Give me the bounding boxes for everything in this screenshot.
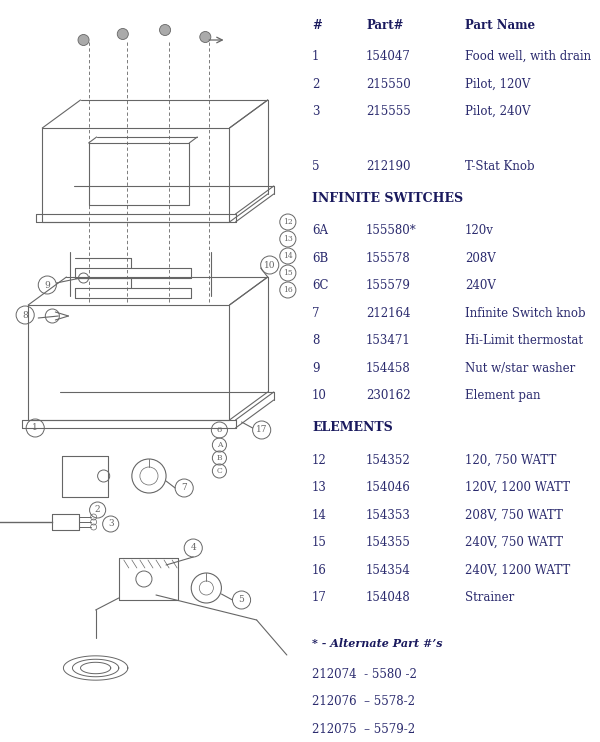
Text: 155580*: 155580* xyxy=(366,225,417,237)
Circle shape xyxy=(117,28,128,39)
Text: Infinite Switch knob: Infinite Switch knob xyxy=(465,307,586,320)
Text: B: B xyxy=(217,454,222,462)
Text: 6C: 6C xyxy=(312,280,329,292)
Text: 208V: 208V xyxy=(465,252,496,265)
Text: 2: 2 xyxy=(312,78,319,91)
Text: 4: 4 xyxy=(190,543,196,553)
Circle shape xyxy=(160,24,170,36)
Text: Part#: Part# xyxy=(366,19,403,32)
Text: 14: 14 xyxy=(283,252,293,260)
Circle shape xyxy=(78,34,89,45)
Text: 6: 6 xyxy=(217,426,222,434)
Text: 154353: 154353 xyxy=(366,508,411,522)
Text: 154354: 154354 xyxy=(366,563,411,577)
Text: 10: 10 xyxy=(312,390,327,402)
Text: 5: 5 xyxy=(312,160,320,173)
Text: 6B: 6B xyxy=(312,252,328,265)
Text: 155578: 155578 xyxy=(366,252,411,265)
Text: 212076  – 5578-2: 212076 – 5578-2 xyxy=(312,695,415,709)
Text: 120v: 120v xyxy=(465,225,494,237)
Text: 215550: 215550 xyxy=(366,78,411,91)
Text: 240V, 750 WATT: 240V, 750 WATT xyxy=(465,536,563,549)
Text: Food well, with drain: Food well, with drain xyxy=(465,50,591,63)
Text: 6A: 6A xyxy=(312,225,328,237)
Text: 13: 13 xyxy=(312,481,327,494)
Text: 3: 3 xyxy=(312,105,320,118)
Text: INFINITE SWITCHES: INFINITE SWITCHES xyxy=(312,191,463,205)
Text: Pilot, 120V: Pilot, 120V xyxy=(465,78,530,91)
Text: * - Alternate Part #’s: * - Alternate Part #’s xyxy=(312,637,443,649)
Text: 154046: 154046 xyxy=(366,481,411,494)
Text: 120V, 1200 WATT: 120V, 1200 WATT xyxy=(465,481,570,494)
Text: 154048: 154048 xyxy=(366,591,411,604)
Text: 212190: 212190 xyxy=(366,160,410,173)
Text: 212164: 212164 xyxy=(366,307,410,320)
Text: 240V: 240V xyxy=(465,280,496,292)
Text: Pilot, 240V: Pilot, 240V xyxy=(465,105,530,118)
Text: 16: 16 xyxy=(283,286,293,294)
Text: #: # xyxy=(312,19,322,32)
Text: 3: 3 xyxy=(108,519,113,528)
Text: 10: 10 xyxy=(264,260,275,269)
Text: 5: 5 xyxy=(239,596,244,605)
Text: 230162: 230162 xyxy=(366,390,410,402)
Text: Element pan: Element pan xyxy=(465,390,541,402)
Text: 8: 8 xyxy=(312,335,319,347)
Text: 13: 13 xyxy=(283,235,293,243)
Text: 154047: 154047 xyxy=(366,50,411,63)
Text: 16: 16 xyxy=(312,563,327,577)
Text: 215555: 215555 xyxy=(366,105,411,118)
Text: Nut w/star washer: Nut w/star washer xyxy=(465,362,575,375)
Text: 15: 15 xyxy=(283,269,293,277)
Text: 153471: 153471 xyxy=(366,335,411,347)
Text: Hi-Limit thermostat: Hi-Limit thermostat xyxy=(465,335,583,347)
Text: 120, 750 WATT: 120, 750 WATT xyxy=(465,453,556,467)
Text: 212075  – 5579-2: 212075 – 5579-2 xyxy=(312,723,415,736)
Text: T-Stat Knob: T-Stat Knob xyxy=(465,160,535,173)
Text: 17: 17 xyxy=(256,425,268,435)
Text: 212074  - 5580 -2: 212074 - 5580 -2 xyxy=(312,668,417,681)
Text: 154352: 154352 xyxy=(366,453,411,467)
Text: ELEMENTS: ELEMENTS xyxy=(312,421,393,434)
Text: Strainer: Strainer xyxy=(465,591,514,604)
Text: 12: 12 xyxy=(312,453,327,467)
Text: 17: 17 xyxy=(312,591,327,604)
Text: 8: 8 xyxy=(22,310,28,320)
Text: 154355: 154355 xyxy=(366,536,411,549)
Text: 14: 14 xyxy=(312,508,327,522)
Text: 15: 15 xyxy=(312,536,327,549)
Text: 9: 9 xyxy=(44,280,50,289)
Text: 1: 1 xyxy=(312,50,319,63)
Text: 1: 1 xyxy=(32,424,38,433)
Text: 240V, 1200 WATT: 240V, 1200 WATT xyxy=(465,563,570,577)
Text: 7: 7 xyxy=(312,307,320,320)
Text: A: A xyxy=(217,441,222,449)
Text: 9: 9 xyxy=(312,362,320,375)
Text: 7: 7 xyxy=(181,484,187,493)
Text: Part Name: Part Name xyxy=(465,19,535,32)
Circle shape xyxy=(200,31,211,42)
Text: 154458: 154458 xyxy=(366,362,411,375)
Text: C: C xyxy=(217,467,222,475)
Text: 208V, 750 WATT: 208V, 750 WATT xyxy=(465,508,563,522)
Text: 12: 12 xyxy=(283,218,293,226)
Text: 155579: 155579 xyxy=(366,280,411,292)
Text: 2: 2 xyxy=(95,505,100,514)
